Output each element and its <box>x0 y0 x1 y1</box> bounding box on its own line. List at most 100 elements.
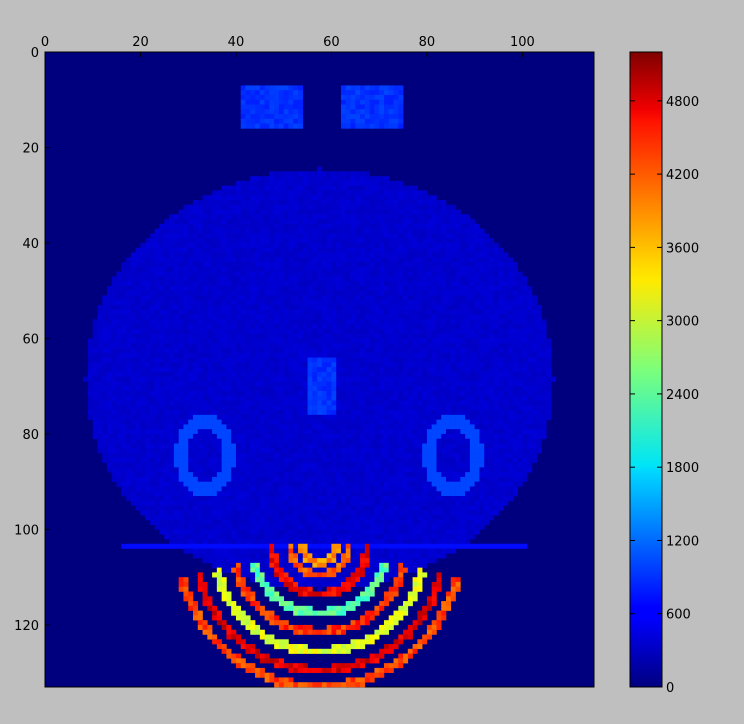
heatmap-cell <box>178 381 184 387</box>
heatmap-cell <box>278 94 284 101</box>
heatmap-cell <box>212 405 218 411</box>
heatmap-cell <box>178 429 184 435</box>
heatmap-cell <box>164 367 170 373</box>
heatmap-cell <box>441 204 447 210</box>
heatmap-cell <box>345 309 351 315</box>
heatmap-cell <box>274 371 280 377</box>
heatmap-cell <box>312 257 318 263</box>
heatmap-cell <box>97 319 103 325</box>
heatmap-cell <box>469 429 475 435</box>
heatmap-cell <box>231 204 237 210</box>
heatmap-cell <box>364 118 370 124</box>
heatmap-cell <box>240 204 246 210</box>
heatmap-cell <box>331 209 337 215</box>
heatmap-cell <box>159 410 165 416</box>
heatmap-cell <box>326 395 332 401</box>
heatmap-cell <box>360 424 366 430</box>
heatmap-cell <box>264 214 270 220</box>
heatmap-cell <box>350 343 356 349</box>
heatmap-cell <box>493 433 499 440</box>
heatmap-cell <box>426 285 432 292</box>
heatmap-cell <box>460 414 466 420</box>
heatmap-cell <box>145 414 151 420</box>
heatmap-cell <box>484 262 490 268</box>
heatmap-cell <box>264 429 270 435</box>
heatmap-cell <box>450 400 456 406</box>
heatmap-cell <box>212 262 218 268</box>
heatmap-cell <box>369 319 375 325</box>
heatmap-cell <box>150 295 156 301</box>
heatmap-cell <box>512 285 518 292</box>
heatmap-cell <box>288 219 294 225</box>
heatmap-cell <box>383 429 390 435</box>
heatmap-cell <box>474 424 480 430</box>
heatmap-cell <box>331 333 337 339</box>
heatmap-cell <box>403 257 409 263</box>
heatmap-cell <box>326 348 332 354</box>
heatmap-cell <box>393 343 399 349</box>
heatmap-cell <box>197 309 203 315</box>
heatmap-cell <box>178 252 184 258</box>
heatmap-cell <box>154 324 160 330</box>
heatmap-cell <box>283 376 289 382</box>
heatmap-cell <box>83 376 89 382</box>
heatmap-cell <box>164 285 170 292</box>
heatmap-cell <box>169 247 175 253</box>
heatmap-cell <box>388 195 394 201</box>
heatmap-cell <box>398 328 404 334</box>
heatmap-cell <box>527 305 533 311</box>
heatmap-cell <box>336 204 342 210</box>
heatmap-cell <box>216 328 222 334</box>
heatmap-cell <box>221 424 227 430</box>
heatmap-cell <box>302 276 308 282</box>
heatmap-cell <box>221 333 227 339</box>
heatmap-cell <box>403 262 409 268</box>
heatmap-cell <box>350 109 356 115</box>
heatmap-cell <box>441 314 447 320</box>
heatmap-cell <box>226 348 232 354</box>
heatmap-cell <box>231 381 237 387</box>
heatmap-cell <box>360 104 366 110</box>
heatmap-cell <box>92 414 98 420</box>
heatmap-cell <box>360 352 366 358</box>
heatmap-cell <box>126 271 132 277</box>
heatmap-cell <box>111 348 117 354</box>
heatmap-cell <box>503 424 509 430</box>
heatmap-cell <box>517 314 523 320</box>
heatmap-cell <box>441 209 447 215</box>
heatmap-cell <box>197 276 203 282</box>
heatmap-cell <box>150 300 156 306</box>
heatmap-cell <box>383 333 390 339</box>
heatmap-cell <box>159 324 165 330</box>
heatmap-cell <box>312 424 318 430</box>
heatmap-cell <box>364 424 370 430</box>
heatmap-cell <box>264 381 270 387</box>
heatmap-cell <box>130 386 136 392</box>
heatmap-cell <box>446 271 452 277</box>
heatmap-cell <box>231 314 237 320</box>
heatmap-cell <box>269 233 275 239</box>
heatmap-cell <box>379 85 385 91</box>
heatmap-cell <box>302 171 308 177</box>
heatmap-cell <box>422 242 428 249</box>
heatmap-cell <box>192 400 199 406</box>
heatmap-cell <box>283 281 289 287</box>
heatmap-cell <box>336 371 342 377</box>
heatmap-cell <box>360 276 366 282</box>
heatmap-cell <box>417 247 423 253</box>
heatmap-cell <box>446 376 452 382</box>
heatmap-cell <box>278 195 284 201</box>
heatmap-cell <box>426 319 432 325</box>
heatmap-cell <box>460 319 466 325</box>
heatmap-cell <box>278 190 284 196</box>
heatmap-cell <box>450 405 456 411</box>
heatmap-cell <box>173 266 179 272</box>
heatmap-cell <box>173 367 179 373</box>
heatmap-cell <box>326 266 332 272</box>
heatmap-cell <box>465 257 471 263</box>
heatmap-cell <box>403 362 409 368</box>
heatmap-cell <box>312 190 318 196</box>
heatmap-cell <box>298 200 304 206</box>
heatmap-cell <box>216 314 222 320</box>
heatmap-cell <box>169 333 175 339</box>
